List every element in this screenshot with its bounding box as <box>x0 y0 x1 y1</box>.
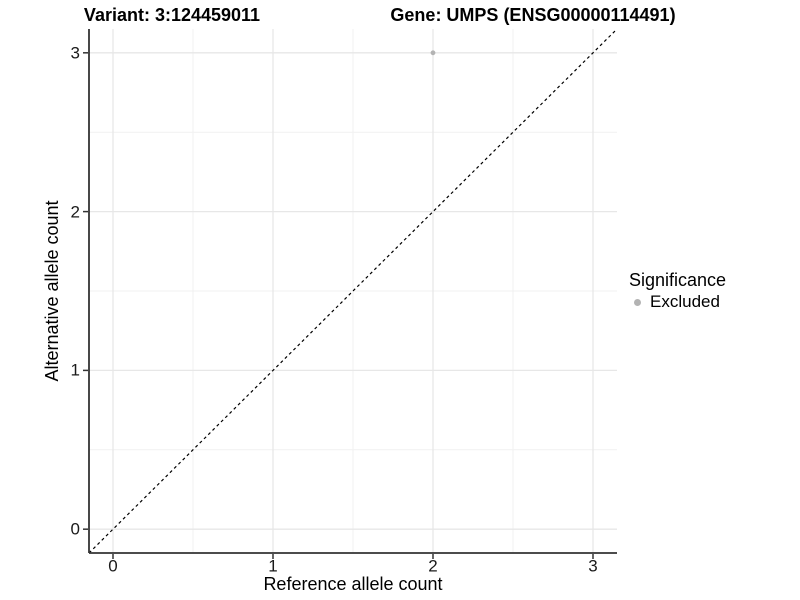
legend-marker-circle-icon <box>634 298 641 306</box>
variant-title: Variant: 3:124459011 <box>83 5 261 25</box>
y-tick-label: 3 <box>70 43 80 63</box>
legend: Significance Excluded <box>627 271 726 311</box>
identity-reference-line <box>88 28 618 554</box>
legend-entries: Excluded <box>627 293 726 311</box>
y-axis-title: Alternative allele count <box>42 200 62 382</box>
plot-panel <box>83 28 618 559</box>
legend-title: Significance <box>629 270 727 290</box>
y-tick-label: 0 <box>70 519 80 539</box>
data-point <box>430 50 436 56</box>
gene-title: Gene: UMPS (ENSG00000114491) <box>390 5 676 25</box>
x-tick-label: 1 <box>268 556 278 576</box>
x-tick-label: 2 <box>428 556 438 576</box>
legend-entry-label: Excluded <box>650 292 720 311</box>
x-tick-label: 0 <box>108 556 118 576</box>
x-axis-title: Reference allele count <box>263 574 443 594</box>
legend-entry: Excluded <box>627 293 726 311</box>
y-tick-label: 2 <box>70 202 80 222</box>
y-tick-label: 1 <box>70 360 80 380</box>
x-tick-label: 3 <box>588 556 598 576</box>
